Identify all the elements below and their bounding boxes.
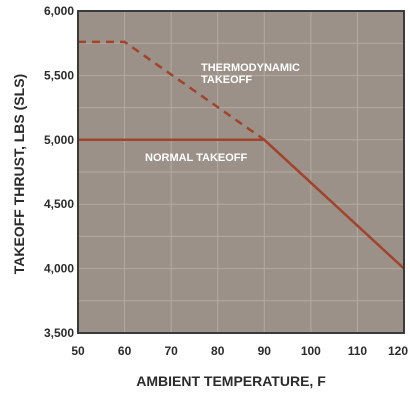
x-axis-ticks: 50 60 70 80 90 100 110 120 xyxy=(71,344,408,358)
y-tick-label: 6,000 xyxy=(44,4,74,18)
x-tick-label: 80 xyxy=(211,344,225,358)
x-tick-label: 70 xyxy=(164,344,178,358)
y-tick-label: 5,000 xyxy=(44,133,74,147)
x-tick-label: 60 xyxy=(118,344,132,358)
y-tick-label: 4,500 xyxy=(44,197,74,211)
normal-takeoff-label: NORMAL TAKEOFF xyxy=(145,152,248,164)
y-tick-label: 3,500 xyxy=(44,326,74,340)
x-tick-label: 100 xyxy=(301,344,321,358)
y-tick-label: 4,000 xyxy=(44,262,74,276)
normal-takeoff-annotation: NORMAL TAKEOFF xyxy=(145,152,248,164)
plot-border xyxy=(77,10,405,334)
y-axis-title: TAKEOFF THRUST, LBS (SLS) xyxy=(11,74,27,274)
thermodynamic-takeoff-annotation: THERMODYNAMIC TAKEOFF xyxy=(201,62,303,86)
x-axis-title: AMBIENT TEMPERATURE, F xyxy=(136,373,326,389)
series-line-dashed xyxy=(78,40,266,141)
x-tick-label: 110 xyxy=(348,344,368,358)
thermodynamic-label-line1: THERMODYNAMIC xyxy=(201,62,300,74)
x-tick-label: 120 xyxy=(388,344,408,358)
y-tick-label: 5,500 xyxy=(44,68,74,82)
x-tick-label: 50 xyxy=(71,344,85,358)
series-lines xyxy=(78,40,405,270)
x-tick-label: 90 xyxy=(258,344,272,358)
thermodynamic-label-line2: TAKEOFF xyxy=(201,74,252,86)
y-axis-ticks: 3,500 4,000 4,500 5,000 5,500 6,000 xyxy=(44,4,74,340)
